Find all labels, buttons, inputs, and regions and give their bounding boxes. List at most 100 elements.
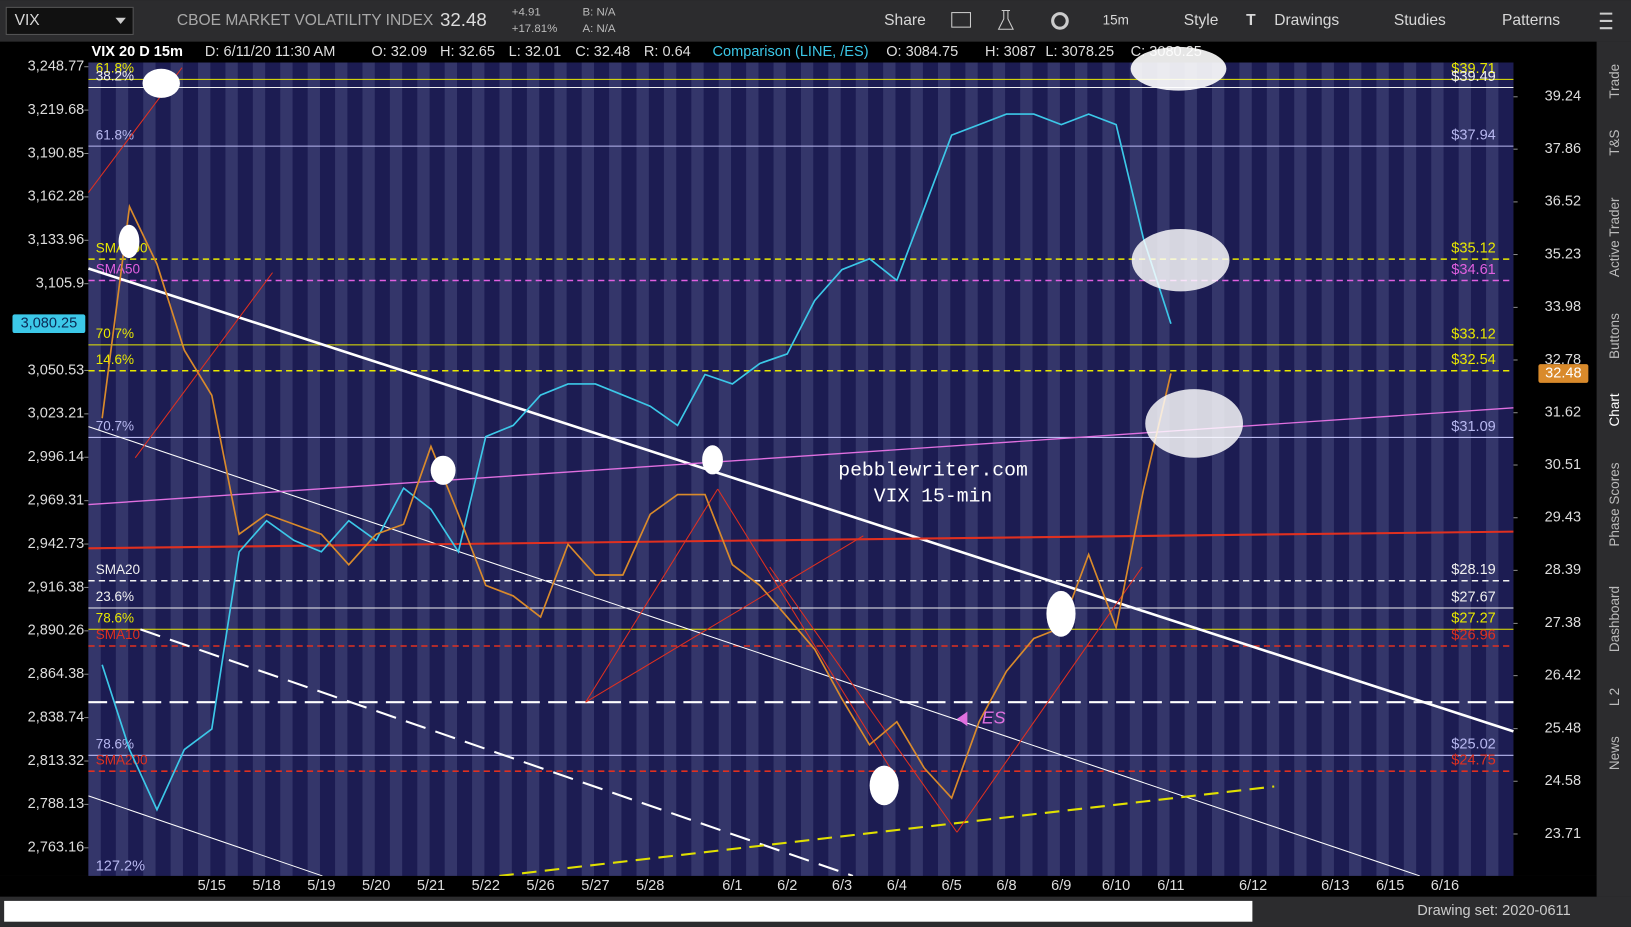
side-tab[interactable]: Active Trader [1607, 197, 1622, 277]
levels: 61.8%$39.7138.2%$39.4961.8%$37.94SMA100$… [88, 61, 1514, 772]
info-item: VIX 20 D 15m [92, 44, 183, 60]
drawings-button[interactable]: Drawings [1274, 12, 1339, 29]
session-stripe [1486, 62, 1499, 876]
y2-tick-label: 37.86 [1545, 141, 1581, 157]
menu-icon[interactable] [1599, 12, 1613, 30]
session-stripe [773, 62, 786, 876]
x-tick-label: 6/2 [777, 878, 797, 894]
trendline [769, 566, 958, 833]
symbol[interactable]: VIX [15, 12, 41, 29]
highlight [1145, 389, 1244, 458]
series: 3,080.25 32.48 [12, 113, 1589, 812]
last-price: 32.48 [440, 9, 487, 30]
pct-change: +17.81% [512, 23, 557, 35]
x-axis: 5/15 5/18 5/19 5/20 5/21 5/22 5/26 5/27 5/28 6/1 6… [198, 878, 1460, 894]
level-label: 61.8% [96, 127, 134, 142]
drawings-icon[interactable]: T [1246, 12, 1256, 29]
level-price-label: $39.71 [1451, 61, 1496, 77]
y-tick-label: 2,996.14 [28, 449, 85, 465]
level-price-label: $27.27 [1451, 611, 1496, 627]
side-tab[interactable]: T&S [1607, 129, 1622, 155]
level-price-label: $39.49 [1451, 69, 1496, 85]
trendline [88, 267, 1514, 733]
ask: A: N/A [583, 23, 616, 35]
y-tick-label: 3,105.9 [36, 276, 85, 292]
level-price-label: $26.96 [1451, 627, 1496, 643]
side-tab[interactable]: Chart [1607, 393, 1622, 426]
session-stripe [1020, 62, 1033, 876]
session-stripe [143, 62, 156, 876]
side-tab[interactable]: Dashboard [1607, 586, 1622, 652]
level-price-label: $33.12 [1451, 326, 1496, 342]
session-stripe [1074, 62, 1088, 876]
dropdown-icon [115, 17, 126, 25]
timeframe-button[interactable]: 15m [1103, 12, 1129, 27]
studies-button[interactable]: Studies [1394, 12, 1446, 29]
scrollbar[interactable] [4, 900, 1253, 922]
x-tick-label: 6/10 [1102, 878, 1130, 894]
y2-tick-label: 35.23 [1545, 246, 1581, 262]
session-stripe [280, 62, 293, 876]
session-stripe [225, 62, 238, 876]
level-label: 38.2% [96, 69, 134, 84]
info-item: H: 3087 [985, 44, 1036, 60]
share-button[interactable]: Share [884, 12, 926, 29]
last-value-label: 32.48 [1545, 365, 1581, 381]
x-tick-label: 5/28 [636, 878, 664, 894]
highlight [1130, 46, 1227, 91]
session-stripe [1184, 62, 1197, 876]
session-stripe [335, 62, 348, 876]
grid-icon[interactable] [951, 12, 972, 28]
session-stripe [1239, 62, 1252, 876]
flask-icon[interactable] [997, 9, 1014, 30]
trendline [956, 566, 1143, 833]
session-stripe [1294, 62, 1307, 876]
session-stripe [362, 62, 375, 876]
side-tab[interactable]: News [1607, 736, 1622, 770]
side-tab[interactable]: Buttons [1607, 313, 1622, 359]
session-stripe [1403, 62, 1417, 876]
settings-icon[interactable] [1051, 12, 1069, 30]
patterns-button[interactable]: Patterns [1502, 12, 1560, 29]
session-stripe [965, 62, 978, 876]
side-tab[interactable]: Trade [1607, 64, 1622, 99]
x-tick-label: 6/12 [1239, 878, 1267, 894]
drawing-set[interactable]: Drawing set: 2020-0611 [1417, 903, 1570, 919]
last-value-badge [12, 314, 86, 334]
bid: B: N/A [583, 7, 616, 19]
session-stripe [1431, 62, 1444, 876]
x-tick-label: 6/3 [832, 878, 852, 894]
session-stripe [581, 62, 595, 876]
right-axis-area [1513, 62, 1597, 876]
level-label: 14.6% [96, 352, 134, 367]
x-tick-label: 6/8 [996, 878, 1016, 894]
y-tick-label: 3,050.53 [28, 362, 85, 378]
y2-tick-label: 30.51 [1545, 457, 1581, 473]
session-stripe [198, 62, 211, 876]
symbol-box[interactable] [5, 6, 134, 35]
session-stripe [1266, 62, 1280, 876]
x-tick-label: 6/1 [722, 878, 742, 894]
y-tick-label: 3,023.21 [28, 406, 85, 422]
info-item: O: 32.09 [371, 44, 427, 60]
y-tick-label: 2,788.13 [28, 796, 85, 812]
y-tick-label: 2,813.32 [28, 753, 85, 769]
level-label: SMA20 [96, 562, 140, 577]
trendline [717, 488, 895, 776]
highlight [869, 765, 899, 806]
session-stripe [855, 62, 869, 876]
info-item: C: 32.48 [575, 44, 630, 60]
x-tick-label: 5/26 [526, 878, 554, 894]
side-tab[interactable]: Phase Scores [1607, 462, 1622, 546]
x-tick-label: 6/13 [1321, 878, 1349, 894]
y2-tick-label: 25.48 [1545, 720, 1581, 736]
last-value-badge [1538, 364, 1589, 383]
x-tick-label: 6/11 [1157, 878, 1184, 894]
trendline [134, 272, 273, 459]
side-tab[interactable]: L 2 [1607, 688, 1622, 706]
session-stripe [1102, 62, 1115, 876]
style-button[interactable]: Style [1184, 12, 1219, 29]
level-price-label: $31.09 [1451, 419, 1496, 435]
